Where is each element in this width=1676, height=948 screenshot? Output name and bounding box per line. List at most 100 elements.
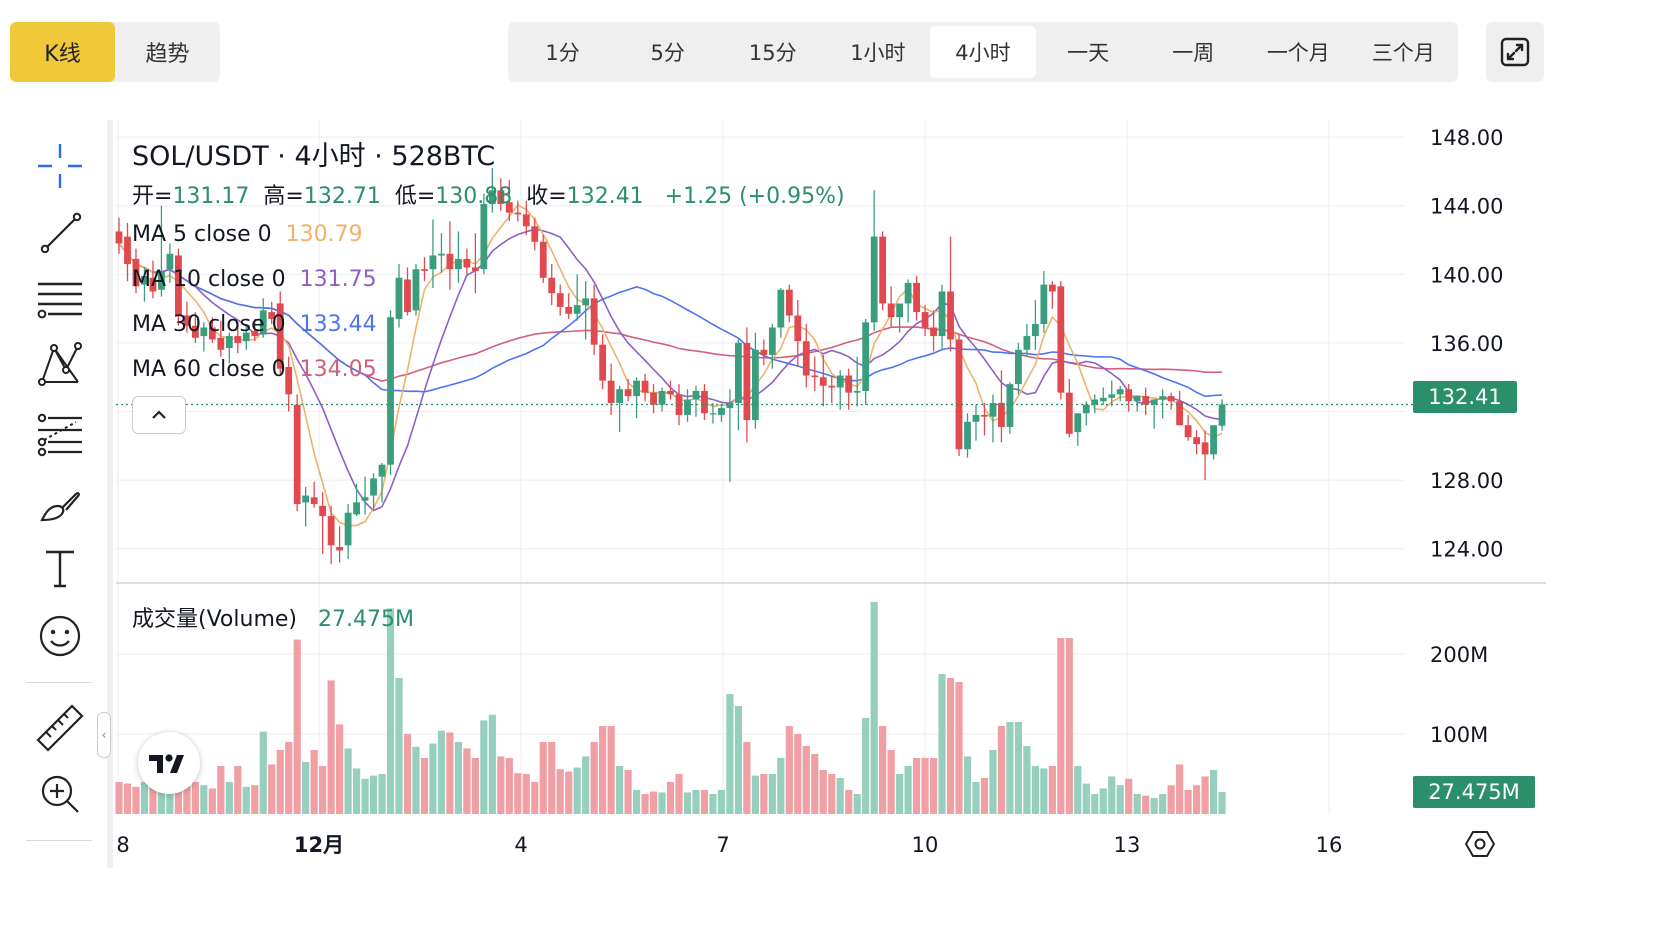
volume-bar [794, 734, 802, 814]
last-price-tag: 132.41 [1413, 381, 1517, 413]
candle-body [421, 269, 428, 271]
candle-body [641, 380, 649, 393]
volume-bar [454, 742, 462, 814]
volume-bar [200, 785, 208, 814]
ruler-tool[interactable] [24, 700, 96, 756]
candle-body [505, 202, 513, 213]
candle-body [1159, 396, 1167, 400]
toolbar-divider [26, 840, 92, 841]
time-tick-label: 16 [1316, 833, 1343, 857]
timeframe-5m[interactable]: 5分 [650, 41, 685, 65]
volume-bar [1167, 785, 1175, 814]
candle-body [1218, 404, 1226, 426]
volume-bar [1218, 792, 1226, 814]
candle-body [701, 390, 708, 414]
candle-body [208, 327, 216, 340]
volume-bar [276, 750, 284, 814]
timeframe-1m[interactable]: 1分 [545, 41, 580, 65]
timeframe-1h[interactable]: 1小时 [850, 41, 906, 65]
volume-bar [607, 726, 615, 814]
volume-bar [505, 758, 513, 814]
emoji-tool[interactable] [24, 608, 96, 664]
emoji-icon [39, 615, 81, 657]
timeframe-4h[interactable]: 4小时 [930, 26, 1036, 78]
fullscreen-button[interactable] [1486, 22, 1544, 82]
candle-body [387, 317, 394, 465]
zoom-in-tool[interactable] [24, 766, 96, 822]
legend-collapse-button[interactable] [132, 396, 186, 434]
fib-icon [37, 413, 82, 457]
candle-body [743, 342, 751, 421]
volume-bar [285, 742, 293, 814]
volume-bar [293, 639, 301, 814]
crosshair-tool[interactable] [24, 138, 96, 194]
volume-bar [1192, 785, 1201, 814]
candle-body [599, 344, 607, 381]
timeframe-1w[interactable]: 一周 [1172, 41, 1215, 65]
candle-body [251, 330, 259, 337]
candle-body [353, 502, 360, 515]
text-tool[interactable] [24, 540, 96, 596]
candle-body [862, 322, 870, 391]
volume-bar [828, 774, 836, 814]
toolbar-collapse-tab[interactable]: ‹ [97, 712, 111, 758]
candle-body [998, 402, 1005, 427]
candle-body [217, 337, 225, 350]
candle-body [913, 282, 920, 313]
timeframe-1mo[interactable]: 一个月 [1266, 41, 1330, 65]
candle-body [132, 258, 140, 287]
candle-body [242, 332, 250, 342]
volume-bar [1074, 766, 1082, 814]
volume-bar [471, 758, 479, 814]
candle-body [141, 276, 148, 285]
candle-body [514, 212, 522, 215]
candle-body [1125, 389, 1133, 402]
volume-bar [921, 758, 929, 814]
candle-body [955, 339, 963, 450]
price-tick-label: 144.00 [1430, 195, 1503, 219]
ma10-legend[interactable]: MA 10 close 0 131.75 [132, 267, 377, 292]
volume-bar [929, 758, 938, 814]
trend-line-tool[interactable] [24, 204, 96, 260]
brush-tool[interactable] [24, 476, 96, 532]
volume-bar [912, 758, 921, 814]
volume-bar [1031, 766, 1039, 814]
candle-body [667, 390, 674, 395]
volume-bar [1048, 766, 1056, 814]
timeframe-15m[interactable]: 15分 [748, 41, 797, 65]
volume-bar [666, 782, 675, 814]
ma5-legend[interactable]: MA 5 close 0 130.79 [132, 222, 363, 247]
horizontal-lines-tool[interactable] [24, 270, 96, 326]
candle-body [921, 312, 929, 328]
candle-body [1184, 425, 1192, 438]
volume-bar [573, 767, 581, 814]
candle-body [548, 277, 556, 294]
volume-bar [1108, 776, 1116, 814]
ma60-label: MA 60 close 0 [132, 357, 286, 382]
timeframe-3mo[interactable]: 三个月 [1371, 41, 1435, 65]
volume-bar [658, 792, 666, 814]
volume-bar [819, 770, 827, 814]
volume-bar [327, 680, 335, 814]
ma30-legend[interactable]: MA 30 close 0 133.44 [132, 312, 377, 337]
candle-body [1015, 349, 1022, 385]
tab-trend[interactable]: 趋势 [145, 42, 190, 67]
candle-body [735, 342, 742, 403]
fibonacci-tool[interactable] [24, 406, 96, 462]
volume-label: 成交量(Volume) [132, 607, 297, 632]
candle-body [268, 312, 276, 319]
pattern-tool[interactable] [24, 336, 96, 392]
tab-kline[interactable]: K线 [10, 22, 115, 82]
time-tick-label: 4 [514, 833, 527, 857]
trend-line-icon [40, 212, 82, 254]
candle-body [225, 336, 233, 349]
candle-body [633, 380, 640, 397]
volume-bar [963, 756, 972, 814]
price-tick-label: 128.00 [1430, 469, 1503, 493]
chart-settings-button[interactable] [1462, 826, 1498, 862]
volume-tick-label: 200M [1430, 643, 1488, 667]
timeframe-1d[interactable]: 一天 [1067, 41, 1110, 65]
ma60-legend[interactable]: MA 60 close 0 134.05 [132, 357, 377, 382]
tradingview-logo[interactable] [138, 732, 200, 794]
